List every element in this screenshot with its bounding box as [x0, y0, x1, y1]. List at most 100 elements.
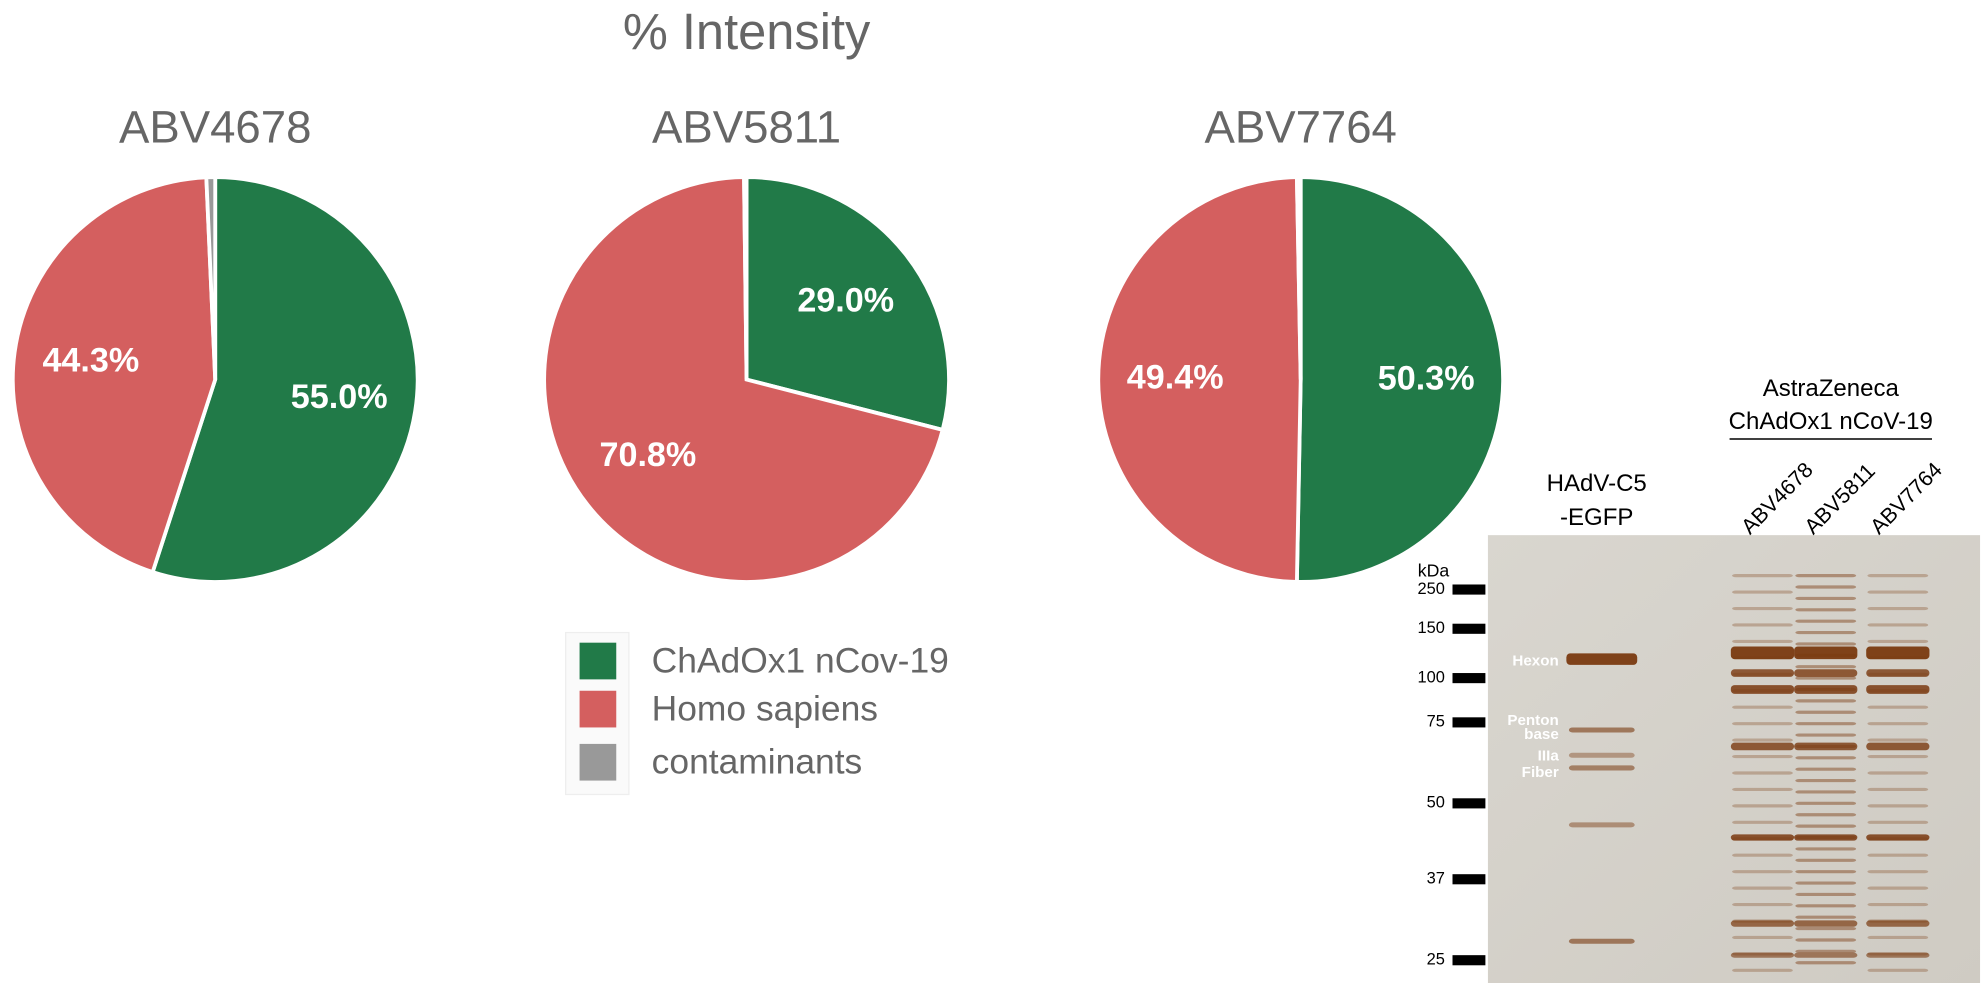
gel-band	[1568, 938, 1635, 944]
gel-band	[1795, 801, 1857, 805]
gel-band	[1867, 623, 1929, 627]
control-label: HAdV-C5	[1547, 470, 1647, 497]
pie-slice	[150, 175, 420, 584]
pie-slice	[204, 175, 218, 380]
gel-band	[1794, 834, 1858, 841]
gel-band	[1867, 968, 1929, 972]
legend-label: contaminants	[652, 741, 863, 781]
gel-band	[1732, 902, 1793, 907]
gel-band	[1732, 771, 1793, 775]
gel-band	[1794, 920, 1858, 927]
marker-bar	[1452, 874, 1486, 885]
gel-band	[1568, 752, 1635, 758]
pie-slice	[10, 175, 218, 575]
slice-label: 44.3%	[42, 342, 139, 380]
gel-band	[1795, 710, 1857, 714]
gel-band	[1795, 687, 1857, 692]
legend-swatch	[579, 642, 617, 680]
band-label: IIIa	[1538, 748, 1560, 765]
gel-band	[1866, 952, 1930, 958]
legend-swatch	[579, 743, 617, 781]
gel-band	[1867, 787, 1929, 792]
gel-band	[1867, 870, 1929, 874]
figure-title: % Intensity	[623, 3, 871, 60]
pie-slice	[542, 175, 945, 584]
gel-band	[1867, 606, 1929, 611]
gel-band	[1732, 623, 1793, 627]
gel-band	[1732, 886, 1793, 890]
gel-band	[1795, 608, 1857, 612]
pie-title: ABV5811	[652, 101, 841, 152]
gel-band	[1795, 790, 1857, 794]
marker-bar	[1452, 584, 1486, 595]
gel-band	[1795, 881, 1857, 885]
gel-band	[1867, 705, 1929, 709]
gel-band	[1867, 639, 1929, 643]
gel-band	[1795, 653, 1857, 657]
gel-band	[1795, 596, 1857, 600]
gel-band	[1867, 590, 1929, 594]
gel-band	[1795, 778, 1857, 783]
gel-band	[1732, 935, 1793, 940]
gel-band	[1730, 742, 1795, 751]
gel-band	[1795, 767, 1857, 771]
gel-band	[1867, 804, 1929, 808]
gel-band	[1867, 722, 1929, 726]
gel-band	[1795, 619, 1857, 623]
gel-band	[1866, 685, 1930, 694]
gel-band	[1795, 585, 1857, 589]
gel-band	[1732, 968, 1793, 972]
gel-band	[1730, 669, 1795, 677]
marker-label: 25	[1427, 951, 1445, 969]
pie-slice	[742, 175, 749, 380]
gel-band	[1568, 727, 1635, 733]
legend-swatch	[579, 690, 617, 728]
gel-band	[1795, 892, 1857, 897]
gel-band	[1794, 669, 1858, 677]
gel-band	[1732, 722, 1793, 726]
gel-band	[1795, 927, 1857, 931]
pie-title: ABV4678	[119, 101, 311, 152]
gel-band	[1795, 904, 1857, 908]
gel-band	[1866, 920, 1930, 927]
gel-band	[1795, 938, 1857, 942]
gel-band	[1867, 820, 1929, 824]
gel-band	[1732, 606, 1793, 611]
band-label: base	[1524, 726, 1559, 743]
legend-label: Homo sapiens	[652, 688, 878, 728]
gel-band	[1795, 847, 1857, 851]
gel-band	[1795, 574, 1857, 578]
gel-band	[1795, 870, 1857, 874]
gel-band	[1732, 837, 1793, 841]
gel-band	[1732, 787, 1793, 792]
gel-band	[1732, 689, 1793, 693]
gel-band	[1794, 685, 1858, 694]
gel-band	[1795, 813, 1857, 817]
gel-unit: kDa	[1418, 561, 1450, 581]
control-label: -EGFP	[1560, 504, 1633, 531]
gel-band	[1732, 574, 1793, 578]
slice-label: 50.3%	[1378, 360, 1475, 398]
gel-band	[1795, 642, 1857, 646]
gel-band	[1867, 853, 1929, 857]
gel-band	[1866, 742, 1930, 751]
gel-band	[1867, 656, 1929, 660]
gel-band	[1795, 733, 1857, 737]
gel-band	[1732, 639, 1793, 643]
gel-band	[1794, 952, 1858, 958]
pie-slice	[744, 175, 951, 433]
gel-band	[1732, 672, 1793, 676]
gel-band	[1795, 722, 1857, 726]
marker-bar	[1452, 623, 1486, 634]
gel-band	[1867, 837, 1929, 841]
gel-band	[1867, 935, 1929, 940]
gel-band	[1867, 902, 1929, 907]
gel-band	[1795, 699, 1857, 703]
gel-band	[1730, 646, 1795, 660]
gel-band	[1568, 822, 1635, 828]
gel-band	[1795, 961, 1857, 965]
gel-band	[1566, 653, 1638, 665]
gel-band	[1795, 835, 1857, 840]
gel-band	[1867, 672, 1929, 676]
